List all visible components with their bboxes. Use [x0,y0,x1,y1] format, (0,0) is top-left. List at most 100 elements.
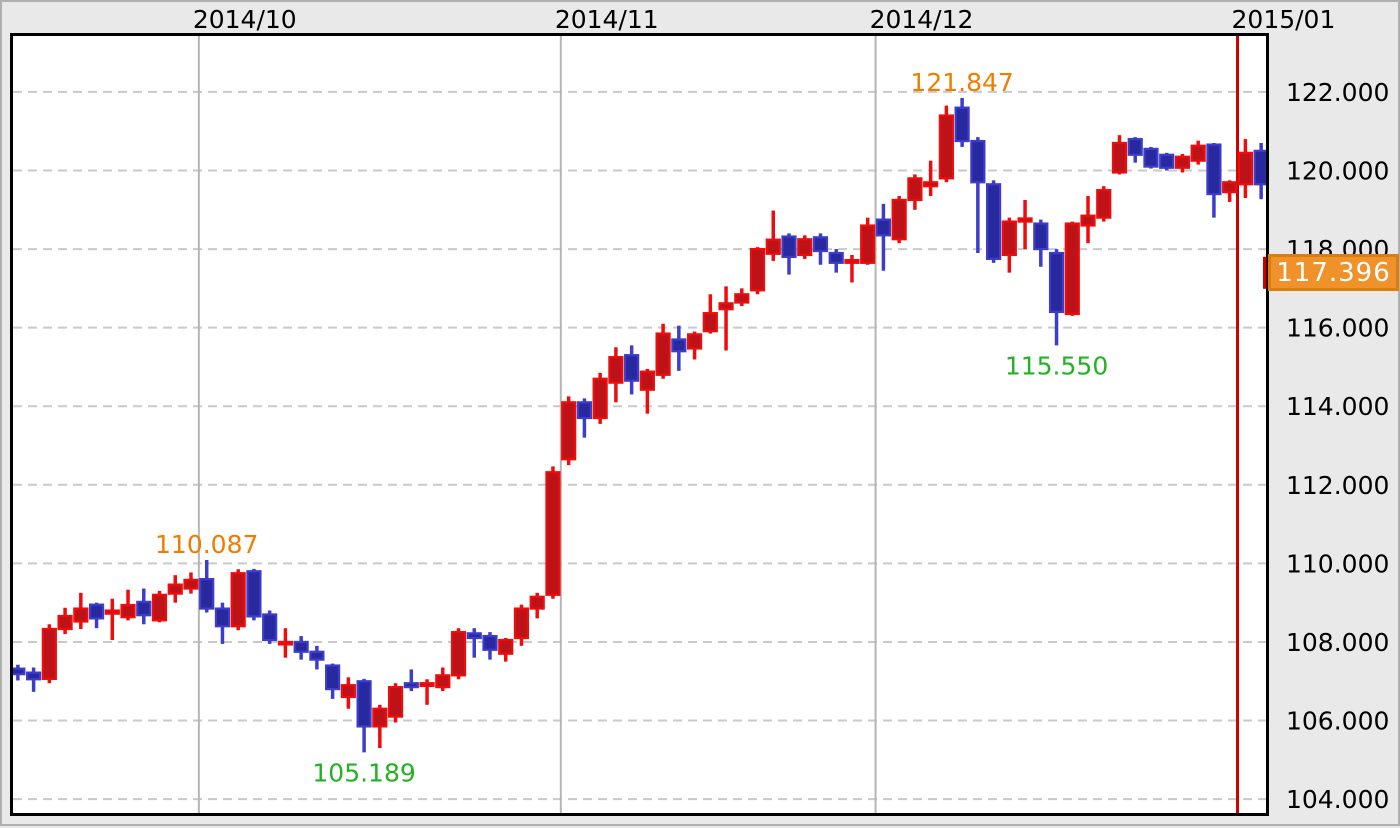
candle [812,233,829,265]
y-axis-tick-label: 110.000 [1286,549,1389,578]
candle-body [576,401,593,420]
candle [325,663,341,699]
candle-body [545,471,561,596]
candle [1206,143,1222,218]
y-axis-tick-label: 106.000 [1286,707,1389,736]
candle-body [340,684,356,699]
candle [907,174,923,210]
candle-body [812,236,829,253]
candle [1190,140,1206,165]
candle [749,247,766,295]
candle-body [1096,189,1112,219]
candle-body [938,114,954,180]
candle-body [561,401,577,461]
candle-body [985,183,1002,261]
candle-body [592,377,608,420]
candle [1033,219,1049,267]
candle [891,196,907,244]
candle [450,628,467,680]
candle-body [529,595,545,610]
candle-body [781,235,797,259]
candle-body [1048,251,1065,314]
candle-body [1253,149,1269,186]
candle [923,160,939,197]
candle-body [1190,144,1206,162]
candle [797,235,813,259]
x-axis-month-label: 2014/10 [193,5,297,34]
y-axis-tick-label: 120.000 [1286,157,1389,186]
candle [57,607,73,635]
candle [183,572,199,594]
candle-body [88,603,105,620]
candle-body [608,356,624,384]
candle-body [262,613,278,642]
plot-area[interactable] [11,34,1268,815]
candle-body [671,338,687,353]
candle [828,249,844,273]
current-price-badge: 117.396 [1268,254,1399,291]
low-price-annotation: 105.189 [312,758,415,787]
candle [466,628,482,658]
candle-body [828,251,844,264]
candle-body [356,680,372,728]
candle [26,667,42,692]
candle [1127,137,1143,163]
candle-body [325,664,341,691]
candle-body [246,570,262,618]
candle [639,368,655,414]
candle-body [372,707,388,728]
candle-body [277,640,294,646]
candle [765,210,781,261]
candle [545,466,561,599]
y-axis-tick-label: 114.000 [1286,392,1389,421]
candle [1237,139,1253,199]
candle [41,624,57,684]
candle-body [844,258,860,264]
candle [136,588,152,625]
candle [214,602,231,644]
candle [1017,199,1033,250]
candle [702,294,718,334]
candle-body [26,671,42,681]
candle [1096,186,1112,222]
candle [513,604,530,646]
low-price-annotation: 115.550 [1005,351,1108,380]
candle-body [954,106,970,143]
candle [230,569,246,631]
high-price-annotation: 121.847 [910,68,1013,97]
candle [167,575,183,603]
x-axis-month-label: 2014/11 [555,5,659,34]
candle-body [41,627,57,680]
candle [954,97,970,147]
candle [419,679,435,705]
candle [1001,217,1017,273]
candle-body [136,600,152,617]
candle [88,602,105,629]
candle-body [1001,220,1017,257]
candle [608,347,624,403]
candle-body [1206,143,1222,196]
candle [970,137,986,254]
candle-body [1080,214,1096,227]
candle-body [1159,153,1175,169]
candle [592,372,608,424]
candle-body [1174,155,1191,169]
x-axis-month-label: 2014/12 [870,5,974,34]
candle [875,203,892,271]
candle [938,105,954,183]
candle-body [293,640,309,653]
candle-body [10,667,26,676]
candle [985,180,1002,263]
candle-body [435,674,451,689]
candle [576,398,593,438]
candle-body [655,332,671,376]
candle-body [498,638,514,655]
candle-body [1143,147,1159,168]
candle-body [466,632,482,640]
candle [403,669,419,692]
candle [277,628,294,658]
candle [372,704,388,749]
candle [293,636,309,660]
